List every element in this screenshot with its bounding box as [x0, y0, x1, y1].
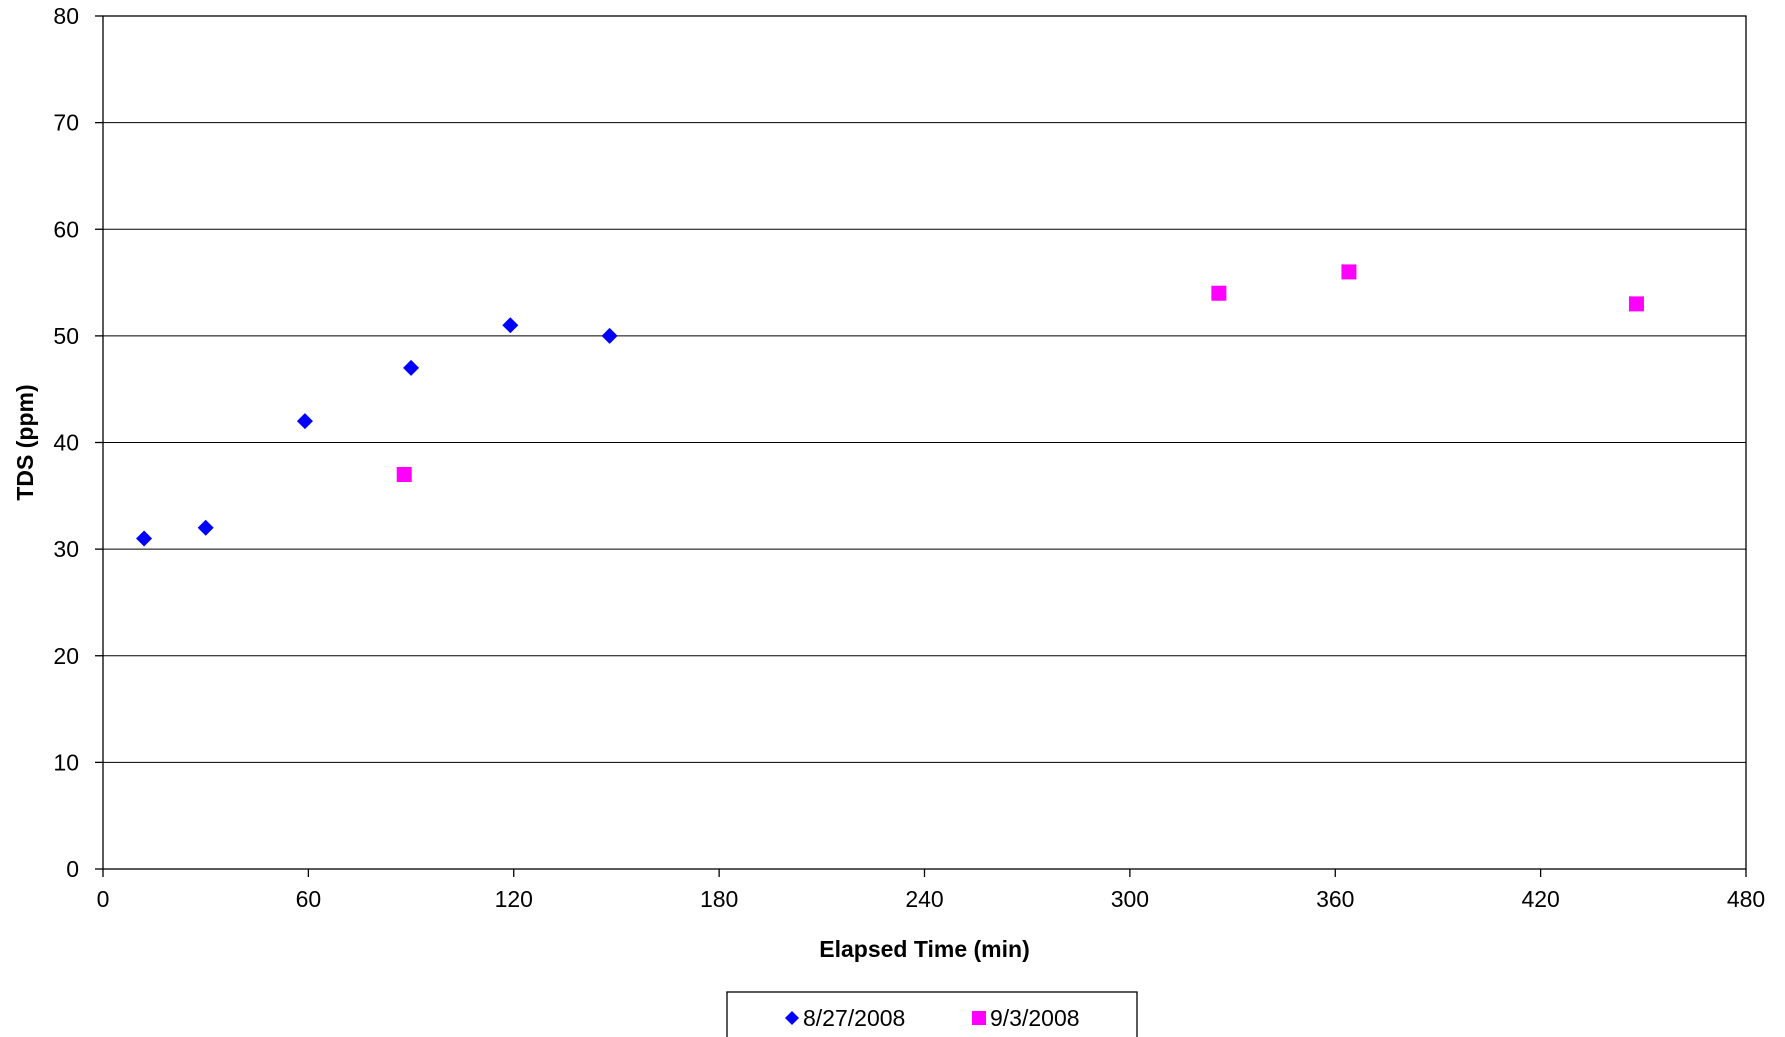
x-tick-label: 420	[1521, 886, 1559, 912]
gridlines	[103, 122, 1746, 763]
y-tick-label: 20	[53, 643, 79, 669]
data-point-series-1-4	[403, 359, 420, 376]
data-point-series-1-3	[296, 413, 313, 430]
data-point-series-1-6	[601, 327, 618, 344]
x-tick-label: 360	[1316, 886, 1354, 912]
y-tick-label: 70	[53, 110, 79, 136]
y-axis-title: TDS (ppm)	[12, 384, 38, 500]
data-marks	[136, 264, 1644, 547]
legend-marker-series-1	[785, 1011, 799, 1025]
x-tick-label: 300	[1111, 886, 1149, 912]
axes: 0 10 20 30 40 50 60 70 80 0 60 120 180 240 300 360 420 48…	[53, 3, 1765, 912]
data-point-series-2-4	[1628, 296, 1644, 312]
y-tick-label: 80	[53, 3, 79, 29]
y-tick-label: 60	[53, 216, 79, 242]
legend: 8/27/2008 9/3/2008	[726, 991, 1138, 1037]
y-tick-label: 30	[53, 536, 79, 562]
x-tick-label: 240	[905, 886, 943, 912]
x-tick-label: 0	[97, 886, 110, 912]
legend-marker-series-2	[972, 1011, 986, 1025]
y-tick-label: 40	[53, 430, 79, 456]
y-tick-label: 0	[66, 856, 79, 882]
y-tick-label: 10	[53, 749, 79, 775]
data-point-series-2-2	[1211, 285, 1227, 301]
x-tick-label: 60	[296, 886, 322, 912]
legend-label-series-2: 9/3/2008	[990, 1005, 1080, 1031]
data-point-series-1-2	[197, 519, 214, 536]
x-axis-title: Elapsed Time (min)	[819, 936, 1029, 962]
data-point-series-1-5	[502, 317, 519, 334]
x-tick-label: 180	[700, 886, 738, 912]
x-tick-label: 120	[495, 886, 533, 912]
data-point-series-1-1	[136, 530, 153, 547]
data-point-series-2-3	[1341, 264, 1357, 280]
x-tick-label: 480	[1727, 886, 1765, 912]
data-point-series-2-1	[396, 466, 412, 482]
legend-label-series-1: 8/27/2008	[803, 1005, 905, 1031]
y-tick-label: 50	[53, 323, 79, 349]
